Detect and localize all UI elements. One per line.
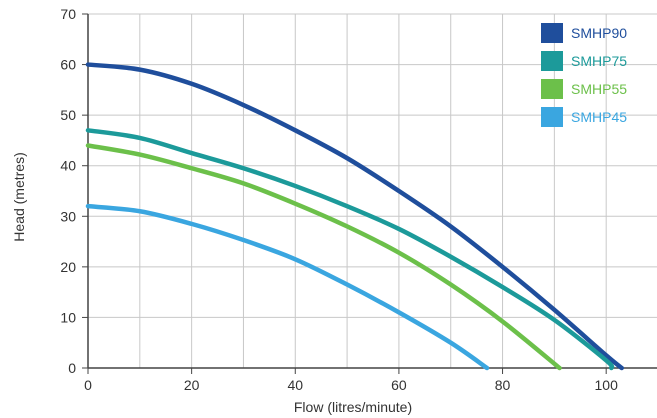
- y-tick-label: 0: [68, 360, 76, 376]
- legend: SMHP90 SMHP75 SMHP55 SMHP45: [541, 23, 627, 127]
- series-line-smhp75: [85, 128, 615, 371]
- legend-label-smhp90: SMHP90: [571, 25, 627, 41]
- x-tick-label: 60: [391, 377, 407, 393]
- x-tick-label: 80: [495, 377, 511, 393]
- series-line-smhp55: [85, 143, 562, 371]
- x-tick-label: 0: [84, 377, 92, 393]
- y-tick-label: 50: [60, 107, 76, 123]
- y-tick-label: 10: [60, 309, 76, 325]
- y-axis-label: Head (metres): [11, 152, 27, 241]
- x-tick-label: 20: [184, 377, 200, 393]
- y-tick-label: 40: [60, 158, 76, 174]
- y-tick-label: 60: [60, 57, 76, 73]
- legend-label-smhp75: SMHP75: [571, 53, 627, 69]
- x-tick-label: 100: [595, 377, 619, 393]
- x-tick-label: 40: [287, 377, 303, 393]
- legend-swatch-smhp75: [541, 51, 563, 71]
- x-axis-label: Flow (litres/minute): [294, 399, 412, 415]
- series-lines: [85, 62, 624, 371]
- axes: 0 10 20 30 40 50 60 70 0 20 40 60 80 100: [60, 6, 657, 393]
- y-tick-label: 30: [60, 208, 76, 224]
- legend-swatch-smhp55: [541, 79, 563, 99]
- series-line-smhp45: [85, 203, 490, 371]
- y-tick-label: 70: [60, 6, 76, 22]
- legend-label-smhp55: SMHP55: [571, 81, 627, 97]
- legend-swatch-smhp45: [541, 107, 563, 127]
- series-line-smhp90: [85, 62, 624, 371]
- legend-label-smhp45: SMHP45: [571, 109, 627, 125]
- legend-swatch-smhp90: [541, 23, 563, 43]
- y-tick-label: 20: [60, 259, 76, 275]
